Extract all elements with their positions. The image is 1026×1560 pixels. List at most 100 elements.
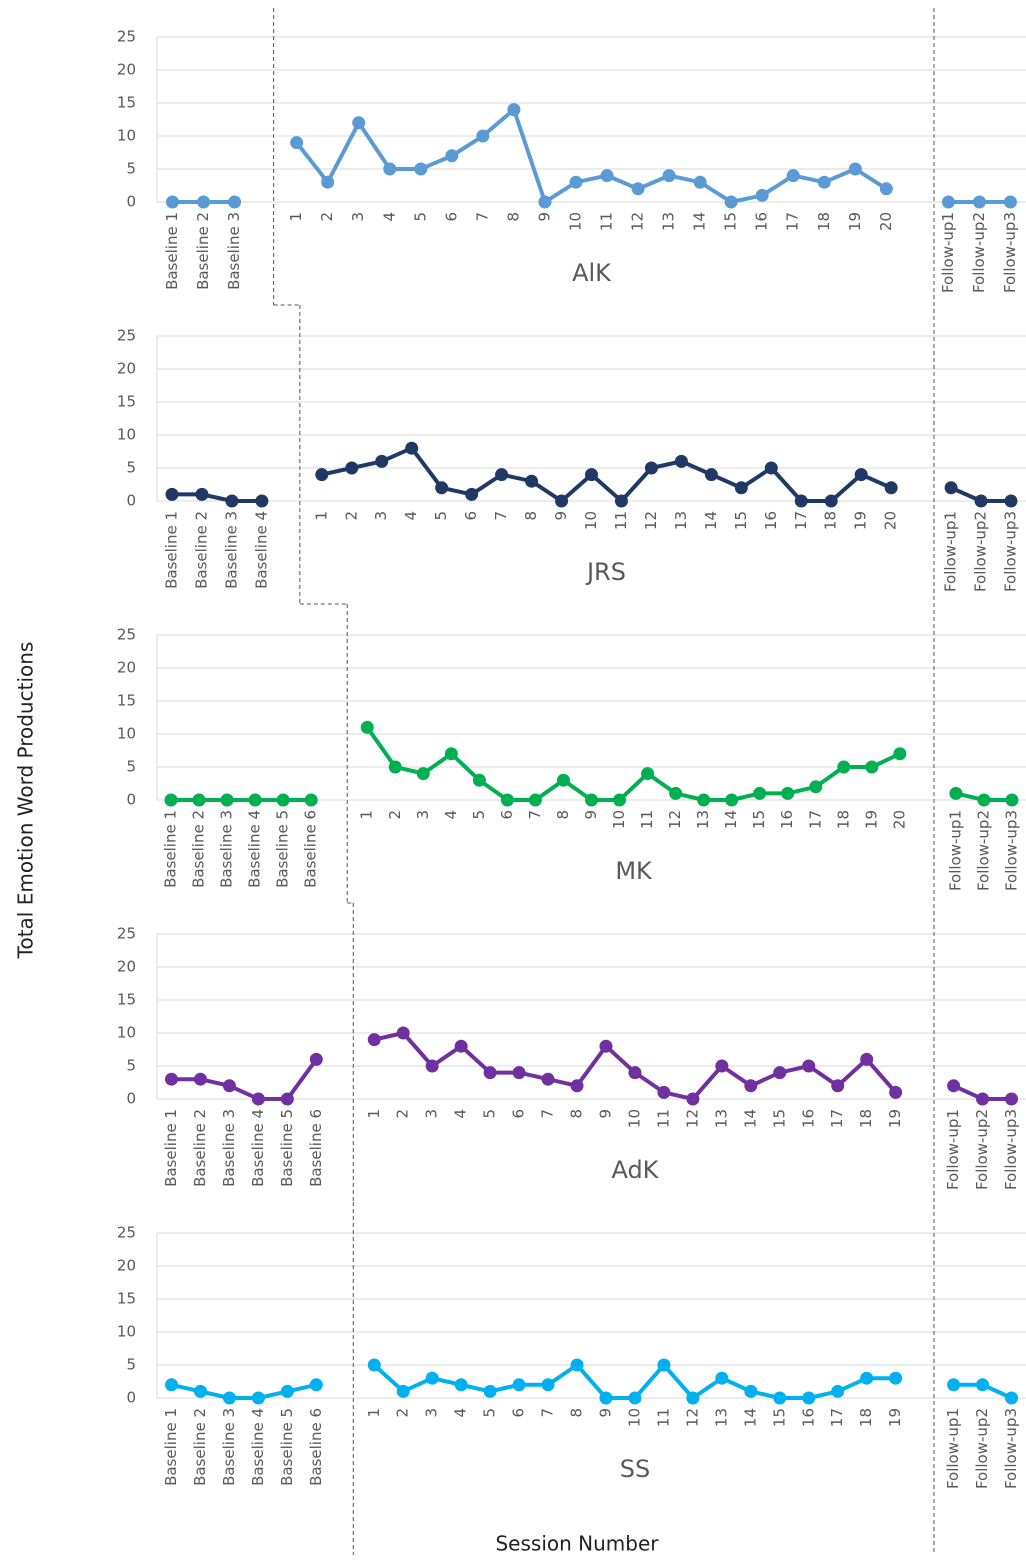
- data-point: [309, 1052, 323, 1066]
- data-point: [976, 1378, 990, 1392]
- x-tick-label: 3: [349, 212, 367, 222]
- data-point: [321, 175, 335, 189]
- x-tick-label: Baseline 1: [162, 1408, 180, 1486]
- data-point: [744, 1384, 758, 1398]
- x-tick-label: 10: [625, 1408, 643, 1427]
- x-tick-label: 9: [596, 1109, 614, 1119]
- data-point: [465, 487, 479, 501]
- data-point: [512, 1066, 526, 1080]
- data-point: [166, 195, 180, 209]
- data-point: [848, 162, 862, 176]
- y-tick-label: 15: [117, 991, 136, 1009]
- x-tick-label: Baseline 5: [274, 810, 292, 888]
- data-point: [570, 1358, 584, 1372]
- data-point: [889, 1085, 903, 1099]
- y-tick-label: 15: [117, 1290, 136, 1308]
- panel-title: SS: [620, 1455, 650, 1483]
- data-point: [879, 182, 893, 196]
- x-tick-label: 11: [638, 810, 656, 829]
- y-tick-label: 15: [117, 94, 136, 112]
- x-tick-label: 15: [770, 1408, 788, 1427]
- x-tick-label: 4: [442, 810, 460, 820]
- x-tick-label: 7: [473, 212, 491, 222]
- y-tick-label: 0: [126, 1389, 136, 1407]
- data-point: [280, 1384, 294, 1398]
- x-tick-label: 16: [762, 511, 780, 530]
- data-point: [889, 1371, 903, 1385]
- x-tick-label: Follow-up1: [944, 1109, 962, 1190]
- x-tick-label: 14: [702, 511, 720, 530]
- y-tick-label: 20: [117, 659, 136, 677]
- data-point: [947, 1079, 961, 1093]
- data-point: [786, 169, 800, 183]
- x-tick-label: 9: [552, 511, 570, 521]
- data-point: [396, 1384, 410, 1398]
- x-tick-label: 12: [683, 1408, 701, 1427]
- data-point: [941, 195, 955, 209]
- y-tick-label: 10: [117, 1323, 136, 1341]
- x-tick-label: 5: [411, 212, 429, 222]
- data-point: [802, 1391, 816, 1405]
- x-tick-label: 6: [510, 1109, 528, 1119]
- data-point: [367, 1358, 381, 1372]
- data-line: [171, 1058, 318, 1101]
- x-tick-label: 1: [365, 1109, 383, 1119]
- x-tick-label: 1: [365, 1408, 383, 1418]
- data-point: [500, 793, 514, 807]
- data-point: [228, 195, 242, 209]
- x-tick-label: 18: [822, 511, 840, 530]
- x-tick-label: Baseline 5: [278, 1109, 296, 1187]
- x-tick-label: 11: [654, 1408, 672, 1427]
- x-tick-label: Baseline 3: [222, 511, 240, 589]
- x-tick-label: 6: [510, 1408, 528, 1418]
- data-line: [321, 445, 892, 504]
- data-point: [555, 494, 569, 508]
- data-point: [755, 188, 769, 202]
- data-point: [831, 1384, 845, 1398]
- x-tick-label: 12: [642, 511, 660, 530]
- x-tick-label: 5: [481, 1408, 499, 1418]
- data-point: [405, 441, 419, 455]
- y-tick-label: 25: [117, 626, 136, 644]
- data-point: [1005, 1391, 1019, 1405]
- x-tick-label: 1: [358, 810, 376, 820]
- data-point: [222, 1391, 236, 1405]
- x-tick-label: 17: [806, 810, 824, 829]
- data-point: [425, 1371, 439, 1385]
- y-tick-label: 10: [117, 1024, 136, 1042]
- data-point: [599, 1391, 613, 1405]
- x-tick-label: 13: [660, 212, 678, 231]
- x-tick-label: 11: [654, 1109, 672, 1128]
- x-tick-label: 19: [862, 810, 880, 829]
- data-point: [367, 1033, 381, 1047]
- x-tick-label: 17: [828, 1109, 846, 1128]
- x-tick-label: 10: [625, 1109, 643, 1128]
- x-tick-label: Baseline 6: [307, 1408, 325, 1486]
- x-tick-label: 19: [886, 1408, 904, 1427]
- data-point: [528, 793, 542, 807]
- data-point: [541, 1072, 555, 1086]
- x-tick-label: 4: [452, 1109, 470, 1119]
- data-point: [697, 793, 711, 807]
- data-point: [865, 760, 879, 774]
- data-point: [824, 494, 838, 508]
- x-tick-label: 18: [857, 1109, 875, 1128]
- data-point: [556, 773, 570, 787]
- data-point: [165, 487, 179, 501]
- data-point: [383, 162, 397, 176]
- x-tick-label: Follow-up1: [942, 511, 960, 592]
- data-point: [569, 175, 583, 189]
- x-tick-label: Baseline 1: [162, 810, 180, 888]
- x-tick-label: Baseline 4: [246, 810, 264, 888]
- y-tick-label: 25: [117, 28, 136, 46]
- data-point: [977, 793, 991, 807]
- x-tick-label: 16: [753, 212, 771, 231]
- y-tick-label: 0: [126, 193, 136, 211]
- y-tick-label: 5: [126, 459, 136, 477]
- data-point: [248, 793, 262, 807]
- x-tick-label: 16: [778, 810, 796, 829]
- data-point: [585, 793, 598, 807]
- x-tick-label: Baseline 1: [162, 511, 180, 589]
- x-tick-label: Baseline 3: [220, 1109, 238, 1187]
- x-tick-label: Baseline 4: [249, 1408, 267, 1486]
